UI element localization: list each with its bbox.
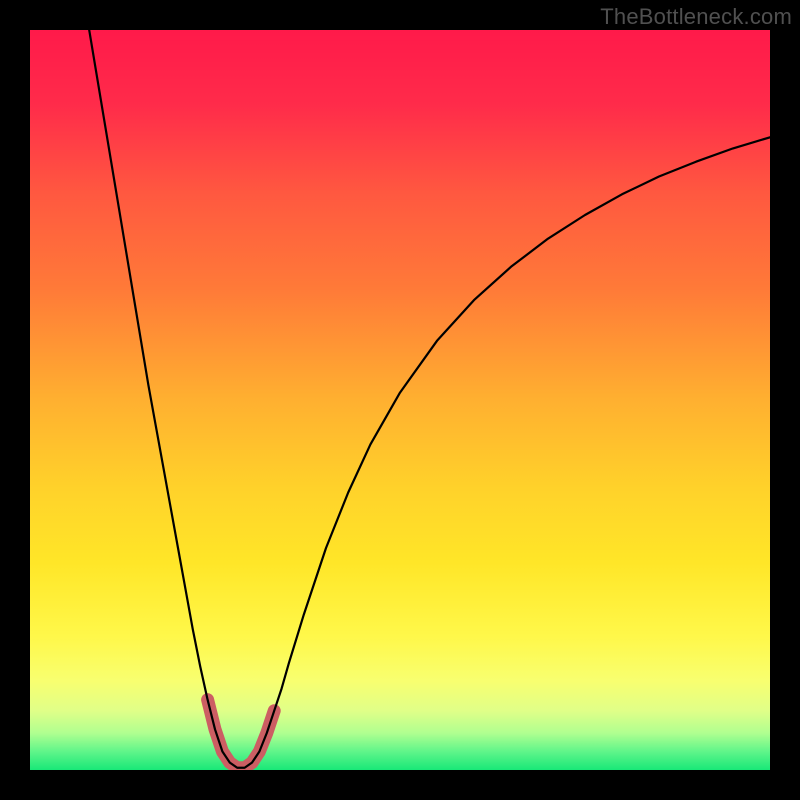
chart-container: TheBottleneck.com	[0, 0, 800, 800]
watermark-label: TheBottleneck.com	[600, 4, 792, 30]
plot-background-gradient	[30, 30, 770, 770]
bottleneck-chart	[0, 0, 800, 800]
